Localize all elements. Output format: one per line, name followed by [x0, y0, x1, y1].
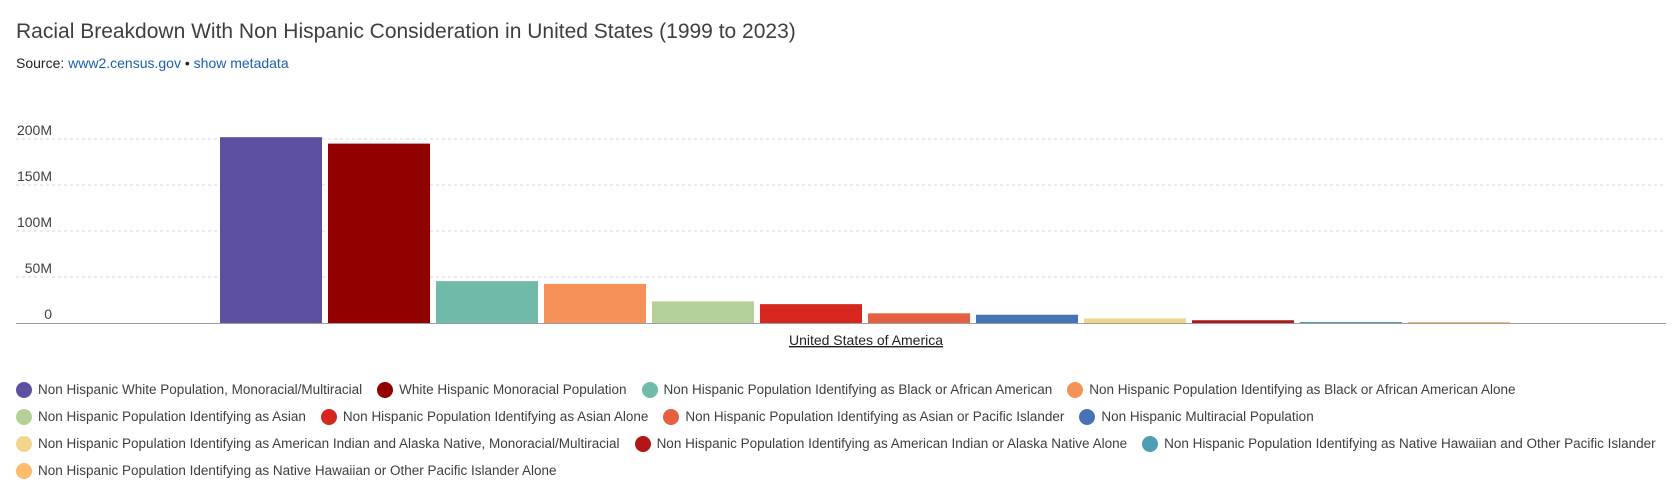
legend-swatch: [16, 381, 32, 398]
source-link[interactable]: www2.census.gov: [68, 55, 181, 71]
bar[interactable]: [544, 283, 646, 323]
legend-swatch: [320, 408, 337, 425]
legend-item[interactable]: Non Hispanic White Population, Monoracia…: [16, 381, 363, 398]
legend-swatch: [1079, 408, 1096, 425]
legend-row: Non Hispanic Population Identifying as N…: [16, 457, 1676, 484]
bar[interactable]: [1300, 322, 1402, 323]
legend-swatch: [377, 381, 394, 398]
legend-label: Non Hispanic Population Identifying as N…: [38, 463, 557, 478]
y-tick-label: 0: [44, 306, 52, 322]
legend-label: Non Hispanic Population Identifying as A…: [685, 409, 1065, 424]
legend-swatch: [641, 381, 658, 398]
chart-title: Racial Breakdown With Non Hispanic Consi…: [16, 20, 796, 43]
bar[interactable]: [652, 301, 754, 323]
legend-label: Non Hispanic Population Identifying as A…: [38, 409, 306, 424]
bar[interactable]: [1408, 322, 1510, 323]
legend-item[interactable]: White Hispanic Monoracial Population: [377, 381, 627, 398]
bar[interactable]: [220, 137, 322, 323]
legend-label: Non Hispanic Population Identifying as B…: [1089, 382, 1516, 397]
legend-row: Non Hispanic White Population, Monoracia…: [16, 376, 1676, 403]
legend-label: Non Hispanic Multiracial Population: [1101, 409, 1314, 424]
chart-legend: Non Hispanic White Population, Monoracia…: [16, 376, 1676, 484]
legend-label: White Hispanic Monoracial Population: [399, 382, 627, 397]
legend-label: Non Hispanic Population Identifying as B…: [663, 382, 1053, 397]
legend-label: Non Hispanic Population Identifying as A…: [656, 436, 1128, 451]
legend-label: Non Hispanic Population Identifying as A…: [38, 436, 620, 451]
legend-item[interactable]: Non Hispanic Population Identifying as A…: [16, 408, 306, 425]
bar[interactable]: [760, 304, 862, 323]
y-tick-label: 50M: [25, 260, 52, 276]
legend-item[interactable]: Non Hispanic Population Identifying as B…: [641, 381, 1053, 398]
bar[interactable]: [436, 281, 538, 323]
legend-row: Non Hispanic Population Identifying as A…: [16, 430, 1676, 457]
bar[interactable]: [868, 313, 970, 323]
show-metadata-link[interactable]: show metadata: [193, 55, 289, 71]
x-tick-label[interactable]: United States of America: [789, 332, 943, 348]
y-tick-label: 100M: [17, 214, 52, 230]
source-line: Source: www2.census.gov • show metadata: [16, 55, 289, 71]
bar[interactable]: [1192, 320, 1294, 323]
legend-item[interactable]: Non Hispanic Population Identifying as N…: [1142, 435, 1656, 452]
bar[interactable]: [976, 314, 1078, 323]
legend-item[interactable]: Non Hispanic Multiracial Population: [1079, 408, 1314, 425]
source-separator: •: [184, 55, 190, 71]
legend-swatch: [663, 408, 680, 425]
legend-label: Non Hispanic Population Identifying as N…: [1164, 436, 1656, 451]
legend-swatch: [1067, 381, 1084, 398]
legend-item[interactable]: Non Hispanic Population Identifying as N…: [16, 462, 557, 479]
source-prefix: Source:: [16, 55, 65, 71]
y-tick-label: 150M: [17, 168, 52, 184]
legend-item[interactable]: Non Hispanic Population Identifying as A…: [663, 408, 1065, 425]
legend-row: Non Hispanic Population Identifying as A…: [16, 403, 1676, 430]
legend-item[interactable]: Non Hispanic Population Identifying as A…: [634, 435, 1128, 452]
legend-label: Non Hispanic White Population, Monoracia…: [38, 382, 363, 397]
legend-swatch: [16, 462, 32, 479]
legend-item[interactable]: Non Hispanic Population Identifying as A…: [320, 408, 649, 425]
legend-swatch: [1142, 435, 1159, 452]
bar[interactable]: [1084, 318, 1186, 323]
bar[interactable]: [328, 143, 430, 323]
legend-swatch: [16, 408, 32, 425]
legend-swatch: [16, 435, 32, 452]
legend-item[interactable]: Non Hispanic Population Identifying as B…: [1067, 381, 1516, 398]
legend-swatch: [634, 435, 651, 452]
bar-chart: 0 50M 100M 150M 200M United States of America: [16, 122, 1666, 348]
y-tick-label: 200M: [17, 122, 52, 138]
legend-item[interactable]: Non Hispanic Population Identifying as A…: [16, 435, 620, 452]
legend-label: Non Hispanic Population Identifying as A…: [342, 409, 649, 424]
